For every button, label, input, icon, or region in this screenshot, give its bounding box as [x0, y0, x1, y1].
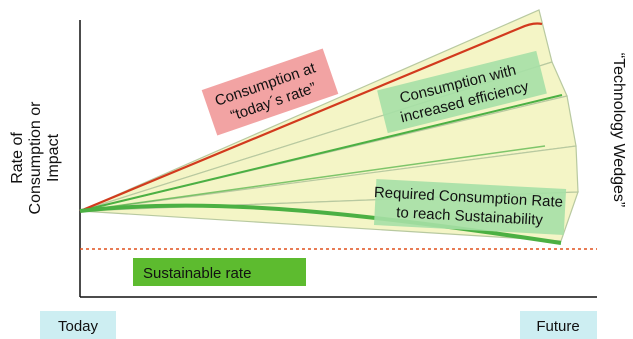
future-box: Future	[520, 311, 597, 339]
today-box: Today	[40, 311, 116, 339]
y-axis-label-line-1b: Rate of	[9, 132, 26, 184]
sustainable-rate-callout: Sustainable rate	[133, 258, 306, 286]
y-axis-label-line-3: Impact	[45, 133, 62, 182]
efficiency-line-lower	[79, 145, 546, 212]
today-rate-line	[79, 22, 543, 213]
technology-wedges-label: “Technology Wedges”	[610, 53, 627, 207]
today-label: Today	[58, 318, 99, 335]
sustainable-rate-label: Sustainable rate	[143, 265, 251, 282]
required-rate-callout: Required Consumption Rate to reach Susta…	[374, 179, 567, 235]
right-label-group: “Technology Wedges”	[610, 53, 627, 207]
future-label: Future	[536, 318, 579, 335]
efficiency-line	[79, 94, 563, 212]
y-axis-label-group: Rate of Consumption or Impact	[9, 101, 62, 215]
y-axis-label-line-2: Consumption or	[27, 101, 44, 215]
